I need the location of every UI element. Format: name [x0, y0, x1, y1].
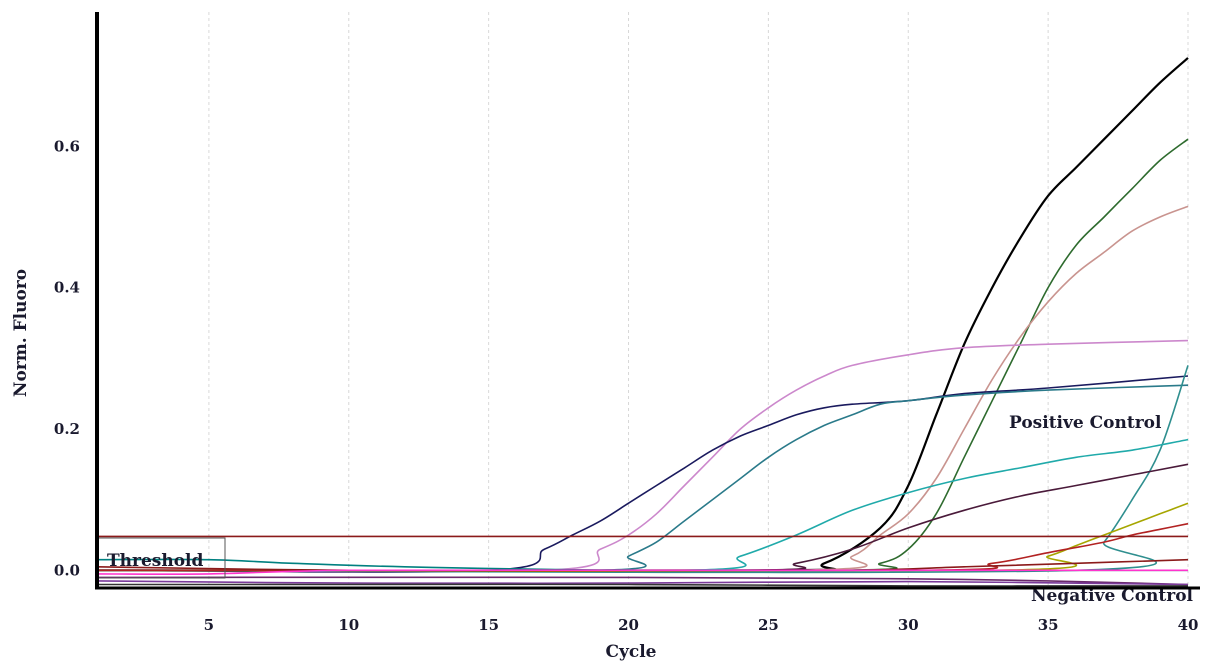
x-tick-label: 25: [758, 616, 779, 634]
amplification-curves: [96, 57, 1189, 587]
series-line: [96, 384, 1189, 573]
series-line: [96, 576, 1189, 586]
series-line: [96, 339, 1189, 573]
threshold-label: Threshold: [107, 551, 204, 571]
y-tick-labels: 0.0 0.2 0.4 0.6: [54, 137, 80, 579]
series-line: [96, 438, 1189, 573]
series-line: [96, 580, 1189, 586]
y-tick-label: 0.4: [54, 279, 80, 297]
y-tick-label: 0.6: [54, 137, 80, 155]
x-tick-labels: 5 10 15 20 25 30 35 40: [204, 616, 1199, 634]
series-line: [96, 569, 1188, 575]
series-line: [96, 583, 1189, 587]
x-tick-label: 30: [898, 616, 919, 634]
x-axis-title: Cycle: [605, 642, 656, 662]
threshold-label-box: Threshold: [97, 537, 226, 579]
y-tick-label: 0.0: [54, 561, 80, 579]
negative-control-label: Negative Control: [1031, 586, 1194, 606]
x-tick-label: 40: [1178, 616, 1199, 634]
x-tick-label: 20: [618, 616, 639, 634]
series-line: [96, 463, 1189, 572]
positive-control-label: Positive Control: [1009, 413, 1162, 433]
vertical-gridlines: [208, 12, 1189, 588]
x-tick-label: 5: [204, 616, 214, 634]
series-line: [96, 365, 1189, 574]
x-tick-label: 10: [338, 616, 359, 634]
y-axis-title: Norm. Fluoro: [11, 269, 31, 397]
series-line: [96, 375, 1189, 573]
series-line: [96, 138, 1189, 572]
y-tick-label: 0.2: [54, 420, 80, 438]
x-tick-label: 35: [1038, 616, 1059, 634]
x-tick-label: 15: [478, 616, 499, 634]
